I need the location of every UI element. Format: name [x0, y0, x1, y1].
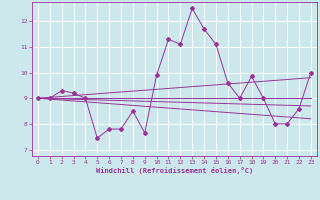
X-axis label: Windchill (Refroidissement éolien,°C): Windchill (Refroidissement éolien,°C) — [96, 167, 253, 174]
